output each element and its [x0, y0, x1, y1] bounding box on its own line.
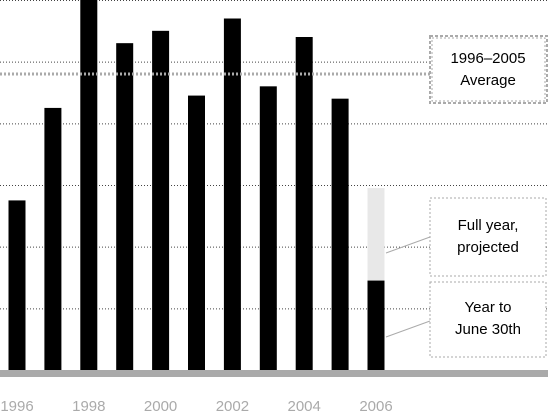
- bar-1998: [80, 0, 98, 370]
- x-axis: [0, 370, 548, 377]
- x-tick-label: 1998: [72, 398, 105, 413]
- actual-label-line2: June 30th: [455, 321, 521, 338]
- actual-label-box: Year to June 30th: [385, 281, 547, 358]
- average-label-line2: Average: [460, 72, 516, 89]
- bar-1996: [8, 200, 26, 370]
- x-tick-label: 2002: [216, 398, 249, 413]
- bar-2001: [188, 95, 205, 370]
- bar-2005: [331, 98, 349, 371]
- x-axis-line: [0, 370, 548, 377]
- bar-1997: [44, 107, 62, 371]
- bar-1999: [116, 43, 134, 371]
- bar-2002: [223, 18, 241, 370]
- average-label-line1: 1996–2005: [450, 50, 525, 67]
- projected-leader-line: [385, 236, 431, 254]
- bars: [8, 0, 385, 371]
- projected-label-line2: projected: [457, 239, 519, 256]
- bar-2004: [295, 37, 313, 370]
- projected-label-line1: Full year,: [458, 217, 519, 234]
- x-tick-label: 1996: [0, 398, 33, 413]
- actual-label-line1: Year to: [465, 299, 512, 316]
- bar-2006: [367, 280, 385, 370]
- x-tick-label: 2004: [288, 398, 321, 413]
- x-tick-label: 2000: [144, 398, 177, 413]
- average-label-box: 1996–2005 Average: [429, 35, 548, 104]
- bar-2003: [259, 86, 277, 370]
- projected-label-box: Full year, projected: [385, 197, 547, 277]
- x-tick-label: 2006: [359, 398, 392, 413]
- x-tick-labels: 1996 1998 2000 2002 2004 2006: [0, 398, 392, 413]
- bar-2000: [152, 30, 170, 370]
- actual-leader-line: [385, 320, 431, 338]
